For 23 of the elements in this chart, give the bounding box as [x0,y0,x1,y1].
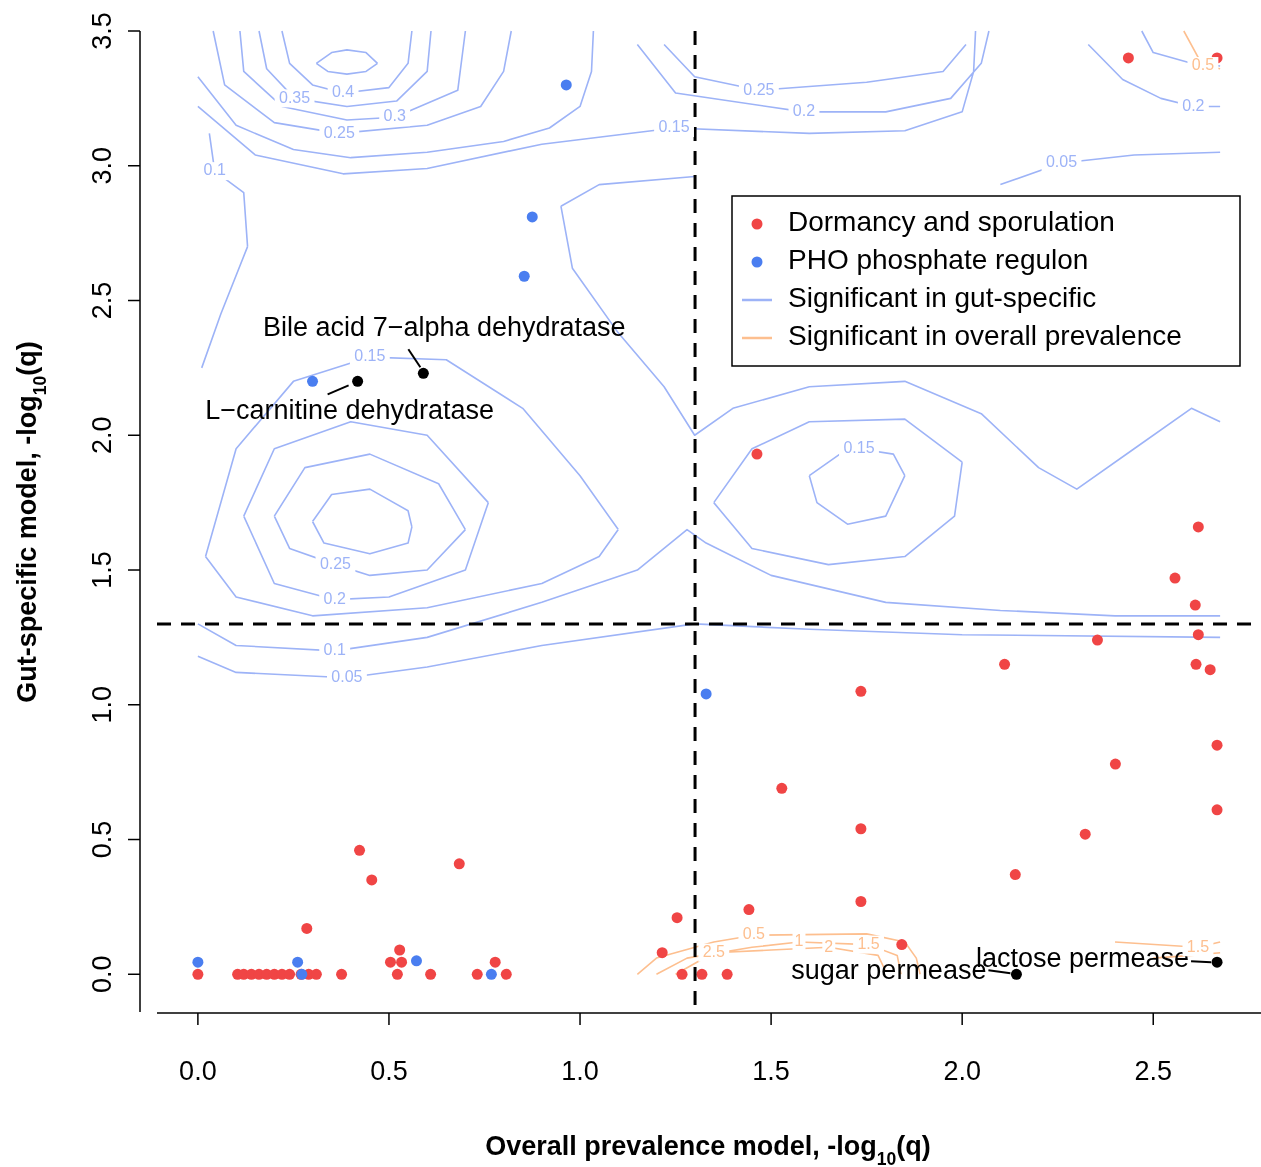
legend-label: PHO phosphate regulon [788,244,1089,276]
legend-label: Significant in gut-specific [788,282,1097,314]
legend-label: Dormancy and sporulation [788,206,1115,238]
x-axis-title: Overall prevalence model, -log$_{10}$(q) [485,1131,931,1167]
y-tick-label: 1.0 [87,685,117,724]
legend-label: Significant in overall prevalence [788,320,1182,352]
y-tick-label: 1.5 [87,551,117,589]
y-tick-label: 3.5 [87,12,117,50]
y-tick-label: 3.0 [87,146,117,185]
x-tick-label: 2.5 [1134,1056,1173,1086]
x-tick-label: 0.0 [179,1056,217,1086]
x-tick-label: 2.0 [943,1056,981,1086]
y-tick-label: 0.5 [87,820,117,859]
x-tick-label: 0.5 [370,1056,408,1086]
y-tick-label: 2.5 [87,281,117,320]
annotation: L−carnitine dehydratase [205,395,495,426]
y-tick-label: 0.0 [87,955,117,994]
annotation: Bile acid 7−alpha dehydratase [263,312,626,343]
annotation: 1 [794,932,804,950]
x-tick-label: 1.5 [752,1056,790,1086]
y-tick-label: 2.0 [87,416,117,455]
x-tick-label: 1.0 [561,1056,599,1086]
annotation: 2 [824,937,834,955]
